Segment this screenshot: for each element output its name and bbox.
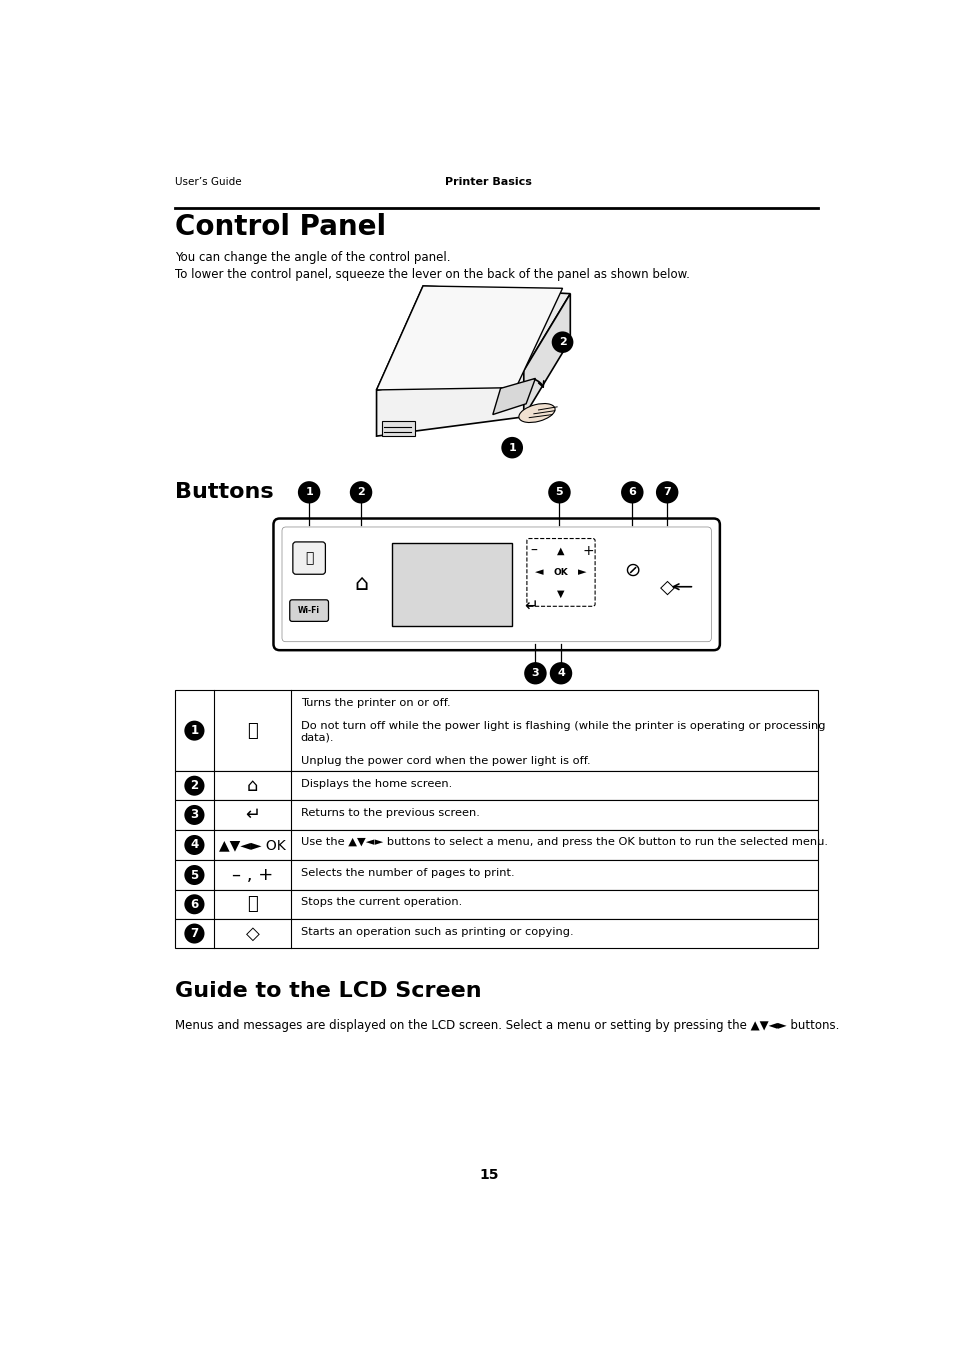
Polygon shape	[523, 294, 570, 417]
Text: 3: 3	[531, 668, 538, 678]
Circle shape	[184, 776, 204, 795]
Text: 4: 4	[557, 668, 564, 678]
Circle shape	[184, 923, 204, 944]
Circle shape	[184, 805, 204, 825]
FancyBboxPatch shape	[274, 518, 720, 651]
Text: ◇: ◇	[245, 925, 259, 942]
FancyBboxPatch shape	[293, 541, 325, 574]
Text: ⏻: ⏻	[305, 551, 313, 566]
Text: ◇: ◇	[659, 578, 674, 597]
Text: Turns the printer on or off.

Do not turn off while the power light is flashing : Turns the printer on or off. Do not turn…	[300, 698, 824, 765]
Text: +: +	[581, 544, 594, 558]
Text: Printer Basics: Printer Basics	[445, 177, 532, 188]
Text: ⌂: ⌂	[247, 776, 258, 795]
Text: –: –	[530, 544, 537, 558]
Text: 6: 6	[190, 898, 198, 911]
Text: 4: 4	[190, 838, 198, 852]
Text: ▲: ▲	[557, 545, 564, 556]
Text: – , +: – , +	[232, 865, 273, 884]
Circle shape	[184, 836, 204, 855]
Circle shape	[548, 481, 570, 504]
FancyBboxPatch shape	[174, 919, 818, 948]
Text: User’s Guide: User’s Guide	[174, 177, 241, 188]
Text: 15: 15	[478, 1168, 498, 1183]
Text: 5: 5	[555, 487, 562, 497]
Text: 1: 1	[191, 724, 198, 737]
FancyBboxPatch shape	[381, 421, 415, 436]
Text: Menus and messages are displayed on the LCD screen. Select a menu or setting by : Menus and messages are displayed on the …	[174, 1019, 839, 1031]
FancyBboxPatch shape	[392, 543, 512, 626]
Circle shape	[184, 865, 204, 886]
FancyBboxPatch shape	[290, 599, 328, 621]
Text: 2: 2	[191, 779, 198, 792]
FancyBboxPatch shape	[174, 830, 818, 860]
Circle shape	[620, 481, 643, 504]
Text: Selects the number of pages to print.: Selects the number of pages to print.	[300, 868, 514, 878]
Text: Use the ▲▼◄► buttons to select a menu, and press the OK button to run the select: Use the ▲▼◄► buttons to select a menu, a…	[300, 837, 827, 848]
Text: OK: OK	[553, 568, 568, 576]
Text: ◄: ◄	[535, 567, 543, 578]
Circle shape	[523, 662, 546, 684]
Polygon shape	[493, 378, 535, 414]
Text: To lower the control panel, squeeze the lever on the back of the panel as shown : To lower the control panel, squeeze the …	[174, 269, 689, 281]
Text: 7: 7	[191, 927, 198, 940]
FancyBboxPatch shape	[174, 801, 818, 830]
Text: ↵: ↵	[245, 806, 260, 824]
Text: ⏻: ⏻	[247, 722, 257, 740]
Polygon shape	[376, 286, 570, 390]
Text: 5: 5	[190, 868, 198, 882]
Text: Control Panel: Control Panel	[174, 213, 386, 240]
Circle shape	[549, 662, 572, 684]
Text: Returns to the previous screen.: Returns to the previous screen.	[300, 809, 479, 818]
Text: Buttons: Buttons	[174, 482, 274, 502]
Text: Displays the home screen.: Displays the home screen.	[300, 779, 452, 788]
Circle shape	[184, 894, 204, 914]
Text: ⊘: ⊘	[623, 560, 639, 579]
FancyBboxPatch shape	[174, 690, 818, 771]
Text: Starts an operation such as printing or copying.: Starts an operation such as printing or …	[300, 926, 573, 937]
FancyBboxPatch shape	[174, 771, 818, 801]
Text: ▼: ▼	[557, 589, 564, 599]
Text: 1: 1	[508, 443, 516, 452]
Text: ↵: ↵	[524, 597, 537, 614]
Ellipse shape	[518, 404, 555, 423]
Text: ⓧ: ⓧ	[247, 895, 257, 914]
FancyBboxPatch shape	[174, 860, 818, 890]
FancyBboxPatch shape	[174, 890, 818, 919]
Circle shape	[551, 331, 573, 352]
Text: 6: 6	[628, 487, 636, 497]
Circle shape	[500, 437, 522, 459]
Circle shape	[184, 721, 204, 741]
Circle shape	[297, 481, 320, 504]
Text: 3: 3	[191, 809, 198, 821]
Text: Stops the current operation.: Stops the current operation.	[300, 898, 461, 907]
Text: You can change the angle of the control panel.: You can change the angle of the control …	[174, 251, 450, 265]
Text: Wi-Fi: Wi-Fi	[297, 606, 320, 616]
Text: ⌂: ⌂	[354, 574, 368, 594]
Text: 2: 2	[558, 338, 566, 347]
Polygon shape	[376, 371, 523, 436]
Text: 2: 2	[356, 487, 365, 497]
Text: ▲▼◄► OK: ▲▼◄► OK	[219, 838, 286, 852]
Text: 7: 7	[662, 487, 670, 497]
Text: Guide to the LCD Screen: Guide to the LCD Screen	[174, 980, 481, 1000]
Polygon shape	[376, 286, 562, 390]
Text: ►: ►	[578, 567, 586, 578]
Circle shape	[656, 481, 678, 504]
Circle shape	[350, 481, 372, 504]
Text: 1: 1	[305, 487, 313, 497]
